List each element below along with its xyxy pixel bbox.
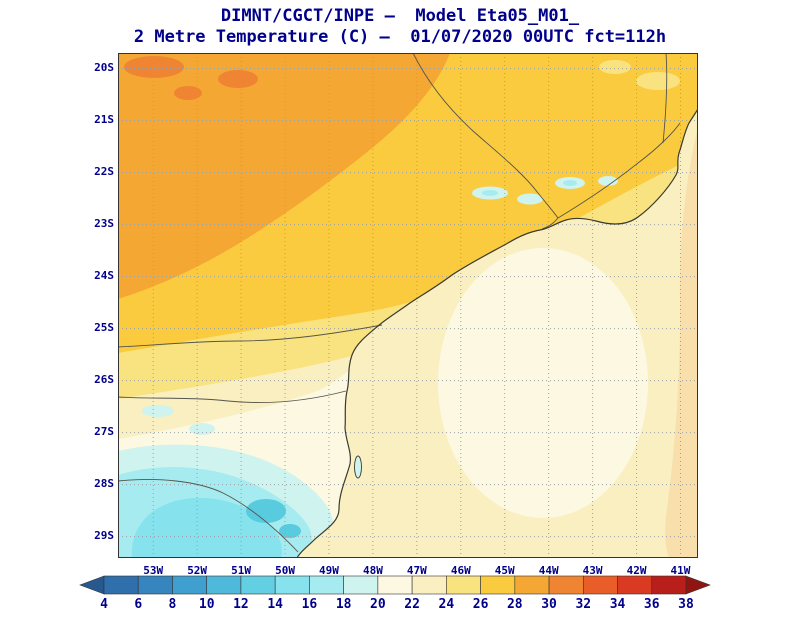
lat-tick-label: 22S — [94, 164, 114, 178]
lat-tick-label: 21S — [94, 112, 114, 126]
fill-12-14-spot — [246, 499, 286, 523]
colorbar-segment — [377, 575, 413, 595]
colorbar-segment — [343, 575, 379, 595]
title-line-2: 2 Metre Temperature (C) — 01/07/2020 00U… — [133, 27, 667, 47]
colorbar-value-label: 8 — [168, 597, 177, 612]
state-border-sp-pr — [118, 324, 383, 348]
colorbar-segment — [172, 575, 208, 595]
fill-valley-pocket — [517, 193, 543, 205]
colorbar-svg — [79, 575, 711, 595]
coastline — [296, 108, 698, 558]
plot-frame — [118, 53, 698, 558]
colorbar-segment — [274, 575, 310, 595]
state-border-rj-sp — [541, 217, 559, 230]
colorbar-segment — [617, 575, 653, 595]
colorbar-value-label: 38 — [678, 597, 694, 612]
lat-tick-label: 20S — [94, 60, 114, 74]
lat-tick-label: 29S — [94, 528, 114, 542]
lat-tick-label: 28S — [94, 476, 114, 490]
colorbar-segment — [480, 575, 516, 595]
fill-valley-pocket-core — [563, 180, 577, 186]
ocean-right-strip — [665, 127, 698, 558]
fill-30-32-spot — [124, 56, 184, 78]
fill-28-30-northwest — [118, 53, 450, 299]
map-plot: 20S 21S 22S 23S 24S 25S 26S 27S 28S 29S 53W 52W 51W… — [94, 53, 698, 577]
colorbar-value-label: 10 — [198, 597, 215, 612]
title-line-1: DIMNT/CGCT/INPE — Model Eta05_M01_ — [220, 6, 580, 26]
colorbar-value-label: 32 — [575, 597, 592, 612]
colorbar-value-label: 36 — [643, 597, 660, 612]
state-border-mg-sp — [412, 53, 559, 219]
lat-tick-label: 25S — [94, 320, 114, 334]
colorbar-value-label: 34 — [609, 597, 626, 612]
fill-14-16-southwest — [131, 497, 282, 558]
fill-30-32-spot — [174, 86, 202, 100]
colorbar-segment — [240, 575, 276, 595]
fill-12-14-spot — [279, 524, 301, 538]
colorbar-segment — [103, 575, 139, 595]
colorbar-segment — [137, 575, 173, 595]
colorbar-segment — [651, 575, 687, 595]
colorbar-arrow-right — [685, 575, 711, 595]
island-florianopolis — [354, 455, 362, 479]
colorbar-value-label: 14 — [267, 597, 283, 612]
colorbar-value-label: 4 — [100, 597, 108, 612]
colorbar-segment — [206, 575, 242, 595]
colorbar-value-label: 6 — [134, 597, 143, 612]
fill-pale-patch — [599, 60, 631, 74]
colorbar-segment — [309, 575, 344, 595]
boundaries-layer — [118, 53, 681, 553]
colorbar-segment — [548, 575, 584, 595]
colorbar-value-label: 18 — [335, 597, 352, 612]
fill-valley-pocket — [598, 176, 618, 186]
colorbar-segment — [446, 575, 481, 595]
colorbar-value-label: 12 — [233, 597, 249, 612]
lat-tick-label: 26S — [94, 372, 114, 386]
plot-title: DIMNT/CGCT/INPE — Model Eta05_M01_ 2 Met… — [0, 6, 800, 48]
ocean-center-blob — [438, 248, 648, 518]
colorbar-value-label: 16 — [301, 597, 318, 612]
temperature-map-svg — [118, 53, 698, 558]
fill-30-32-spot — [218, 70, 258, 88]
lat-tick-label: 27S — [94, 424, 114, 438]
state-border-es-mg — [662, 53, 668, 144]
fill-cool-patch — [142, 405, 174, 417]
state-border-pr-sc — [118, 390, 347, 403]
fill-pale-patch — [636, 72, 680, 90]
colorbar-segment — [411, 575, 447, 595]
fill-cool-patch — [189, 423, 215, 435]
colorbar-value-label: 20 — [370, 597, 386, 612]
colorbar-arrow-left — [79, 575, 105, 595]
grid-layer — [118, 53, 698, 558]
colorbar-value-label: 30 — [541, 597, 557, 612]
lat-tick-label: 23S — [94, 216, 114, 230]
state-border-sc-rs — [118, 479, 299, 553]
colorbar-value-label: 26 — [472, 597, 489, 612]
lat-tick-label: 24S — [94, 268, 114, 282]
colorbar: 4 6 8 10 12 14 16 18 20 22 24 26 28 30 32 34 36 38 — [78, 575, 712, 615]
colorbar-segment — [514, 575, 550, 595]
colorbar-value-label: 28 — [506, 597, 523, 612]
state-border-rj-mg — [557, 122, 681, 219]
colorbar-value-label: 24 — [438, 597, 455, 612]
fill-valley-pocket-core — [482, 190, 498, 196]
temperature-fill-layer — [118, 53, 698, 558]
colorbar-value-label: 22 — [404, 597, 420, 612]
colorbar-segment — [582, 575, 618, 595]
